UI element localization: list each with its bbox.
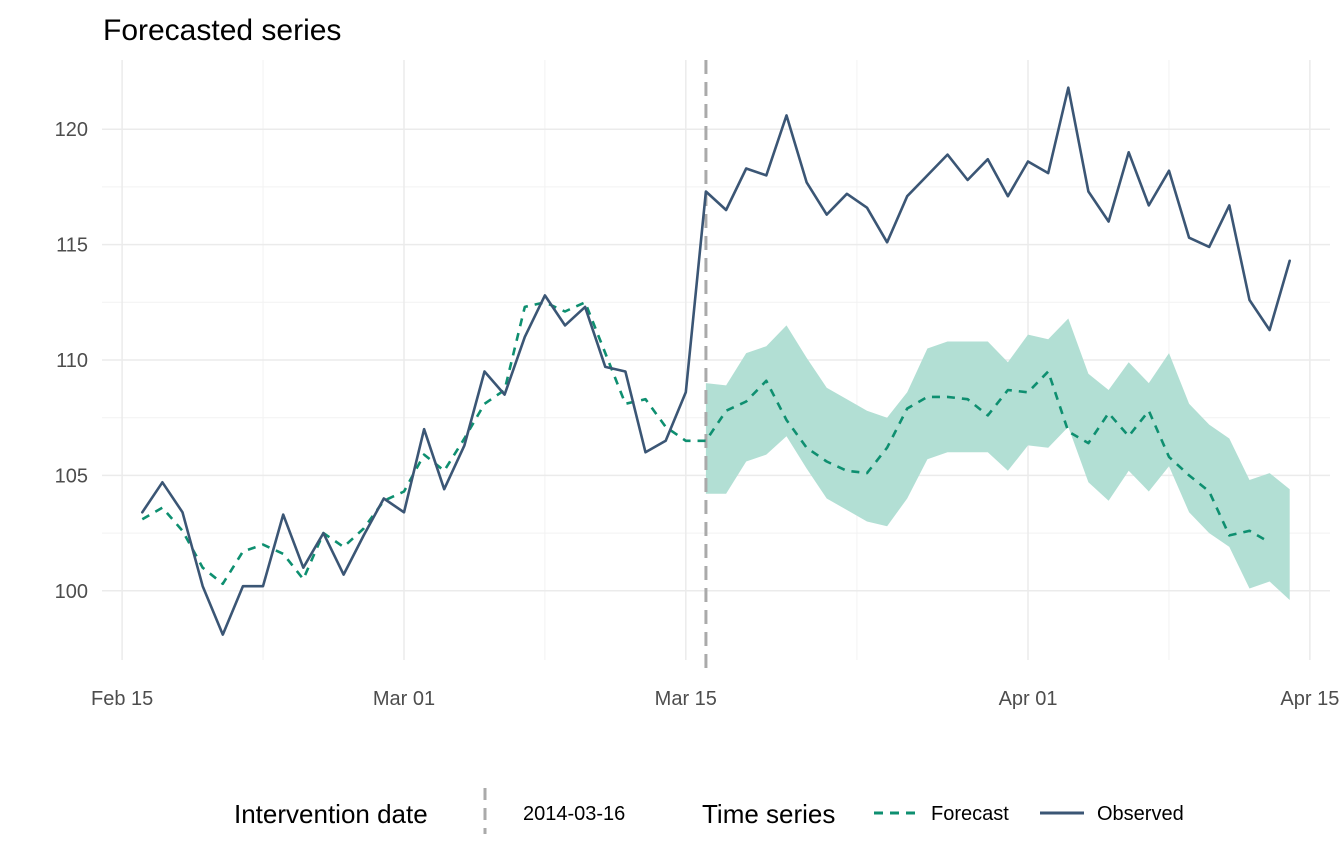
legend-label-forecast: Forecast (931, 803, 1009, 825)
x-tick-label: Mar 15 (655, 688, 717, 710)
y-tick-label: 110 (56, 350, 88, 372)
legend-label-observed: Observed (1097, 803, 1184, 825)
legend-title-time-series: Time series (702, 799, 835, 829)
x-tick-label: Apr 15 (1280, 688, 1339, 710)
forecast-interval-layer (705, 318, 1290, 600)
y-tick-label: 120 (55, 119, 88, 141)
legend-title-intervention: Intervention date (234, 799, 428, 829)
forecast-interval-ribbon (705, 318, 1290, 600)
x-axis-ticks: Feb 15 Mar 01 Mar 15 Apr 01 Apr 15 (91, 688, 1339, 710)
y-tick-label: 105 (55, 465, 88, 487)
y-tick-label: 100 (55, 581, 88, 603)
y-tick-label: 115 (56, 235, 88, 257)
legend-label-intervention: 2014-03-16 (523, 803, 625, 825)
x-tick-label: Apr 01 (999, 688, 1058, 710)
grid-major (102, 60, 1330, 660)
legend: Intervention date 2014-03-16 Time series… (234, 788, 1184, 834)
chart-title: Forecasted series (103, 14, 341, 47)
series-line-observed (141, 86, 1291, 636)
x-tick-label: Feb 15 (91, 688, 153, 710)
series-layer (141, 86, 1291, 636)
y-axis-ticks: 100 105 110 115 120 (55, 119, 88, 603)
x-tick-label: Mar 01 (373, 688, 435, 710)
